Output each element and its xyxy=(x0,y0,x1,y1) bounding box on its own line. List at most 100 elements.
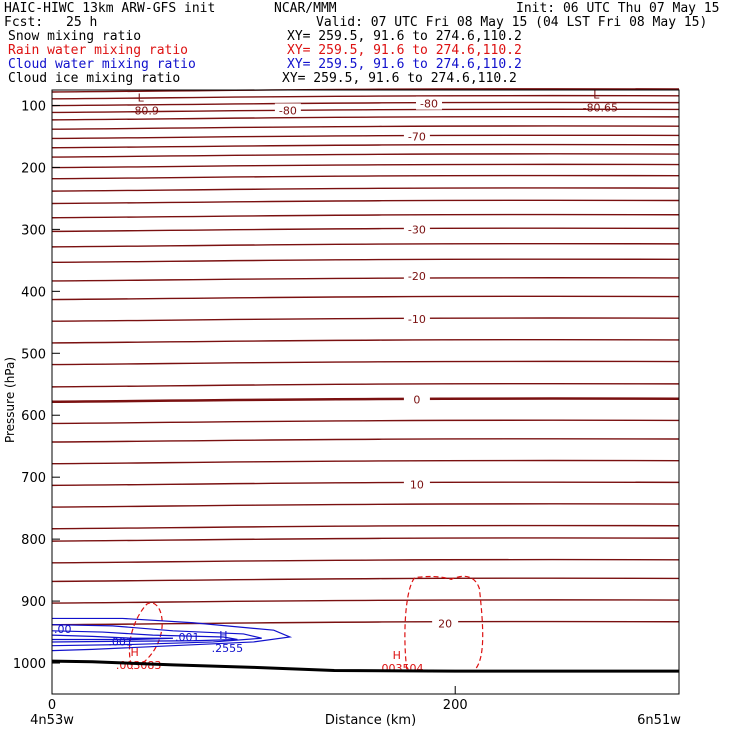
y-tick-label: 700 xyxy=(21,471,46,486)
label-mask xyxy=(416,96,443,110)
isotherm-label: -80 xyxy=(420,98,438,111)
field-cloudwater-xy: XY= 259.5, 91.6 to 274.6,110.2 xyxy=(287,57,522,72)
label-mask xyxy=(403,268,430,282)
isotherm-line xyxy=(51,199,680,205)
extremum-value: .003504 xyxy=(378,662,424,675)
isotherm-line xyxy=(51,397,680,403)
isotherm-line xyxy=(51,242,680,248)
isotherm-line xyxy=(51,338,680,344)
right-endpoint-label: 6n51w xyxy=(637,713,681,728)
isotherm-label: -30 xyxy=(408,223,426,236)
org-label: NCAR/MMM xyxy=(274,1,337,16)
y-tick-label: 400 xyxy=(21,285,46,300)
rain-contour xyxy=(128,602,163,670)
field-snow-name: Snow mixing ratio xyxy=(8,29,142,44)
isotherm-line xyxy=(51,524,680,530)
model-title: HAIC-HIWC 13km ARW-GFS init xyxy=(4,1,216,16)
isotherm-label: 10 xyxy=(410,479,424,492)
extremum-mark: H xyxy=(219,629,227,642)
y-tick-label: 300 xyxy=(21,223,46,238)
isotherm-line xyxy=(51,115,680,121)
isotherm-line xyxy=(51,174,680,180)
label-mask xyxy=(403,222,430,236)
plot-frame xyxy=(51,89,680,695)
cloud-water-label: .00 xyxy=(54,623,72,636)
isotherm-line xyxy=(51,382,680,388)
x-tick-label: 200 xyxy=(443,698,468,713)
isotherm-line xyxy=(51,481,680,487)
extremum-value: -80.9 xyxy=(130,104,158,117)
isotherm-label: -20 xyxy=(408,270,426,283)
isotherm-line xyxy=(51,459,680,465)
y-tick-label: 500 xyxy=(21,347,46,362)
label-mask xyxy=(403,392,430,406)
label-mask xyxy=(403,312,430,326)
fcst-label: Fcst: xyxy=(4,15,44,30)
isotherm-line xyxy=(51,537,680,542)
isotherm-line xyxy=(51,295,680,301)
field-cloudice-name: Cloud ice mixing ratio xyxy=(8,71,181,86)
y-tick-label: 1000 xyxy=(13,657,46,672)
isotherm-line xyxy=(51,620,680,626)
isotherm-line xyxy=(51,317,680,322)
isotherm-label: -70 xyxy=(408,130,426,143)
cloud-water-label: .001 xyxy=(108,635,133,648)
label-mask xyxy=(403,129,430,143)
isotherm-line xyxy=(51,213,680,219)
extremum-mark: L xyxy=(593,88,600,101)
rain-contour xyxy=(404,575,484,670)
y-axis-title: Pressure (hPa) xyxy=(3,357,17,443)
isotherm-line xyxy=(51,277,680,282)
isotherm-label: -10 xyxy=(408,313,426,326)
isotherm-label: 20 xyxy=(438,617,452,630)
isotherm-line xyxy=(51,258,680,264)
label-mask xyxy=(432,616,459,630)
y-tick-label: 100 xyxy=(21,99,46,114)
extremum-mark: H xyxy=(131,646,139,659)
isotherm-line xyxy=(51,187,680,192)
extremum-mark: L xyxy=(138,91,145,104)
isotherm-label: -80 xyxy=(279,104,297,117)
valid-time: Valid: 07 UTC Fri 08 May 15 (04 LST Fri … xyxy=(316,15,708,30)
isotherm-line xyxy=(51,599,680,604)
isotherm-line xyxy=(51,438,680,443)
label-mask xyxy=(274,103,301,117)
cloud-water-contour xyxy=(51,624,262,647)
isotherm-line xyxy=(51,419,680,425)
cloud-water-contour xyxy=(51,634,173,641)
field-snow-xy: XY= 259.5, 91.6 to 274.6,110.2 xyxy=(287,29,522,44)
field-cloudwater-name: Cloud water mixing ratio xyxy=(8,57,196,72)
field-cloudice-xy: XY= 259.5, 91.6 to 274.6,110.2 xyxy=(282,71,517,86)
extremum-mark: H xyxy=(393,649,401,662)
isotherm-label: 0 xyxy=(413,394,420,407)
init-time: Init: 06 UTC Thu 07 May 15 xyxy=(516,1,720,16)
cloud-water-contour xyxy=(51,630,238,643)
isotherm-line xyxy=(51,360,680,366)
isotherm-line xyxy=(51,558,680,564)
extremum-value: -80.65 xyxy=(583,101,618,114)
left-endpoint-label: 4n53w xyxy=(30,713,74,728)
terrain-line xyxy=(51,659,679,673)
isotherm-line xyxy=(51,94,680,100)
x-tick-label: 0 xyxy=(48,698,56,713)
x-axis-title: Distance (km) xyxy=(325,713,416,728)
isotherm-line xyxy=(51,503,680,508)
isotherm-line xyxy=(51,227,680,233)
field-rain-xy: XY= 259.5, 91.6 to 274.6,110.2 xyxy=(287,43,522,58)
label-mask xyxy=(403,477,430,491)
fcst-value: 25 h xyxy=(66,15,98,30)
y-tick-label: 900 xyxy=(21,595,46,610)
field-rain-name: Rain water mixing ratio xyxy=(8,43,189,58)
cloud-water-contour xyxy=(51,617,293,652)
isotherm-line xyxy=(51,125,680,130)
isotherm-line xyxy=(51,577,680,583)
isotherm-line xyxy=(51,143,680,149)
isotherm-line xyxy=(51,134,680,140)
isotherm-line xyxy=(51,153,680,158)
cloud-water-label: .001 xyxy=(175,631,200,644)
isotherm-line xyxy=(51,163,680,169)
extremum-value: .2555 xyxy=(212,642,244,655)
isotherm-line xyxy=(51,101,680,107)
y-tick-label: 200 xyxy=(21,161,46,176)
